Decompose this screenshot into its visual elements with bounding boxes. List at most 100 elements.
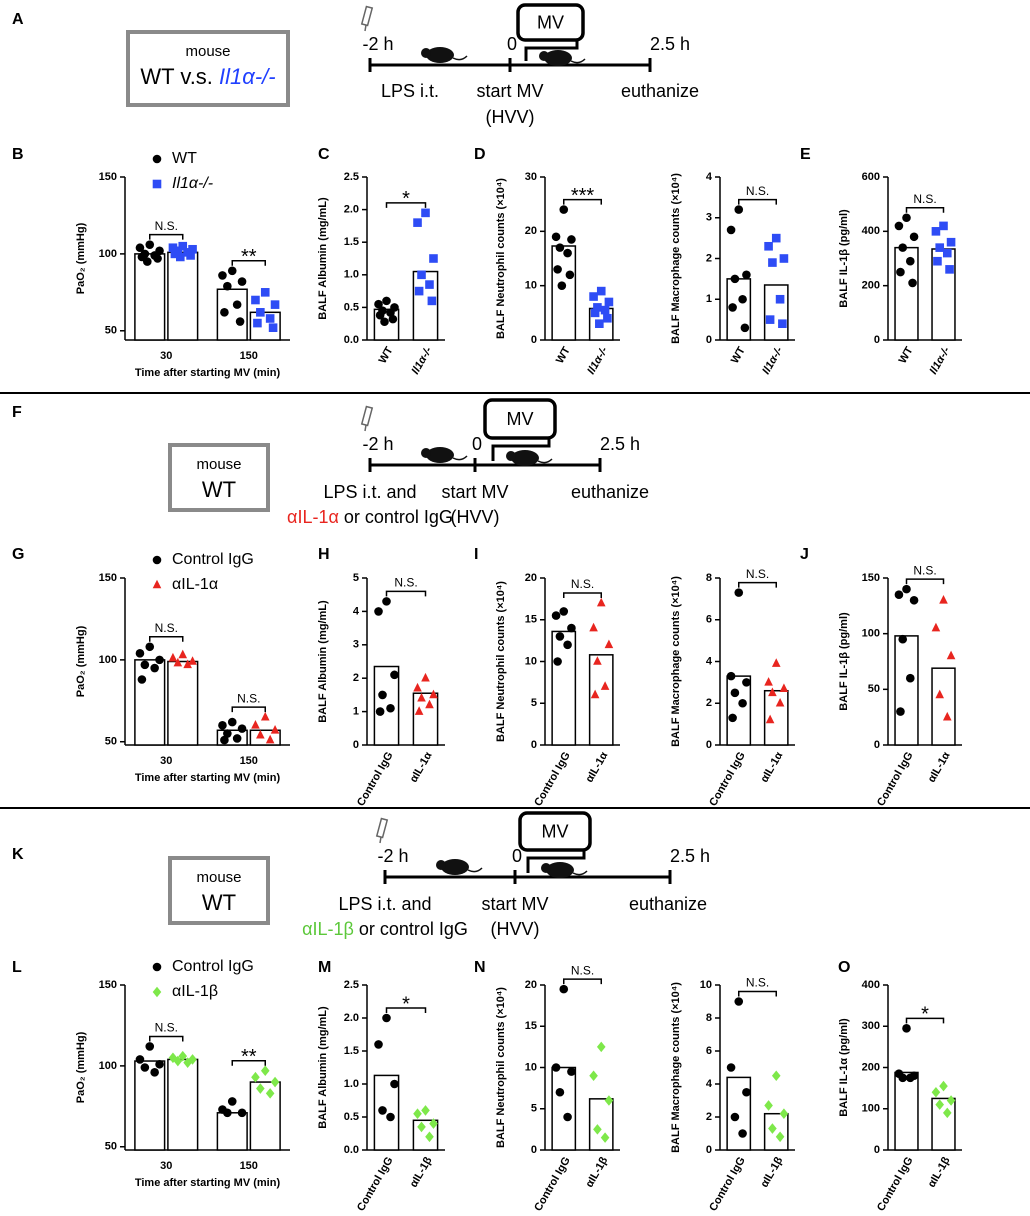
panel-letter: L — [12, 959, 22, 976]
data-point — [173, 1055, 183, 1067]
significance-label: N.S. — [155, 621, 178, 635]
data-point — [734, 205, 744, 214]
data-point — [742, 270, 751, 280]
mv-box — [518, 811, 592, 852]
y-tick-label: 1.5 — [344, 236, 359, 248]
data-point — [186, 251, 195, 260]
data-point — [414, 706, 424, 715]
data-point — [939, 1080, 948, 1092]
data-point — [173, 657, 183, 667]
y-tick-label: 0.0 — [344, 1144, 359, 1156]
data-point — [145, 642, 155, 652]
data-point — [425, 1131, 434, 1143]
y-tick-label: 0.5 — [344, 301, 359, 313]
data-point — [378, 690, 387, 700]
data-point — [771, 1070, 781, 1082]
data-point — [604, 297, 614, 307]
mouse-icon — [546, 862, 574, 878]
y-tick-label: 0 — [874, 334, 880, 346]
bar — [134, 253, 166, 341]
label-line: mouse — [185, 43, 230, 60]
data-point — [730, 1112, 740, 1122]
x-tick-label: Il1α-/- — [585, 345, 610, 377]
label-line: WT v.s. Il1α-/- — [140, 64, 275, 89]
data-point — [413, 218, 422, 227]
data-point — [382, 296, 391, 306]
label-line: start MV — [476, 81, 543, 101]
data-point — [232, 300, 242, 309]
y-tick-label: 1 — [706, 293, 712, 305]
y-tick-label: 15 — [525, 614, 537, 626]
y-axis-label: BALF Macrophage counts (×10⁴) — [670, 982, 682, 1153]
data-point — [742, 1087, 751, 1097]
time-label: 2.5 h — [600, 434, 640, 454]
panel-letter: N — [474, 959, 486, 976]
data-point — [374, 607, 383, 616]
data-point — [559, 607, 569, 616]
y-axis-label: BALF Macrophage counts (×10⁴) — [670, 173, 682, 344]
x-tick-label: Control IgG — [532, 1155, 573, 1213]
y-axis-label: BALF Neutrophil counts (×10⁴) — [495, 178, 507, 339]
bar — [763, 284, 789, 341]
significance-bracket — [149, 636, 184, 642]
y-tick-label: 8 — [706, 572, 712, 584]
data-point — [375, 310, 385, 320]
significance-bracket — [385, 1007, 427, 1013]
data-point — [734, 588, 744, 597]
data-point — [563, 640, 572, 650]
significance-label: N.S. — [746, 976, 769, 990]
significance-label: * — [921, 1004, 929, 1026]
significance-label: N.S. — [237, 691, 260, 705]
x-tick-label: Control IgG — [707, 1155, 748, 1213]
label-line: (HVV) — [486, 107, 535, 127]
data-point — [427, 296, 437, 306]
significance-bracket — [738, 581, 777, 588]
panel-letter: I — [474, 546, 478, 563]
data-point — [150, 663, 159, 673]
y-tick-label: 100 — [99, 248, 117, 260]
data-point — [218, 721, 227, 730]
y-tick-label: 50 — [105, 736, 117, 748]
data-point — [220, 308, 229, 317]
y-tick-label: 2 — [706, 1111, 712, 1123]
data-point — [589, 292, 598, 301]
data-point — [155, 655, 164, 665]
y-tick-label: 50 — [868, 683, 880, 695]
data-point — [939, 221, 948, 231]
y-tick-label: 20 — [525, 979, 537, 991]
x-tick-label: WT — [554, 345, 573, 366]
y-tick-label: 1.5 — [344, 1045, 359, 1057]
significance-label: * — [402, 188, 410, 210]
y-axis-label: BALF IL-1β (pg/ml) — [838, 612, 850, 711]
significance-bracket — [231, 260, 266, 266]
data-point — [421, 672, 430, 682]
data-point — [551, 232, 561, 242]
data-point — [738, 1129, 747, 1138]
mouse-icon — [511, 450, 539, 466]
data-point — [378, 1106, 387, 1115]
data-point — [596, 1041, 606, 1053]
data-point — [232, 734, 242, 743]
mouse-head — [421, 48, 431, 58]
x-tick-label: 30 — [160, 350, 172, 362]
data-point — [251, 1071, 260, 1083]
mouse-head — [421, 448, 431, 458]
y-tick-label: 200 — [862, 280, 880, 292]
data-point — [188, 656, 197, 665]
y-tick-label: 1.0 — [344, 269, 359, 281]
data-point — [734, 997, 744, 1006]
data-point — [775, 697, 785, 707]
y-tick-label: 20 — [525, 225, 537, 237]
data-point — [909, 232, 919, 242]
y-tick-label: 400 — [862, 225, 880, 237]
data-point — [152, 179, 162, 189]
significance-label: N.S. — [394, 576, 417, 590]
x-tick-label: 150 — [240, 350, 258, 362]
label-segment: start MV — [481, 894, 548, 914]
x-tick-label: αIL-1α — [408, 750, 435, 785]
data-point — [380, 317, 389, 327]
data-point — [135, 243, 145, 253]
data-point — [942, 248, 952, 258]
significance-bracket — [149, 1035, 184, 1042]
data-point — [775, 1131, 785, 1143]
